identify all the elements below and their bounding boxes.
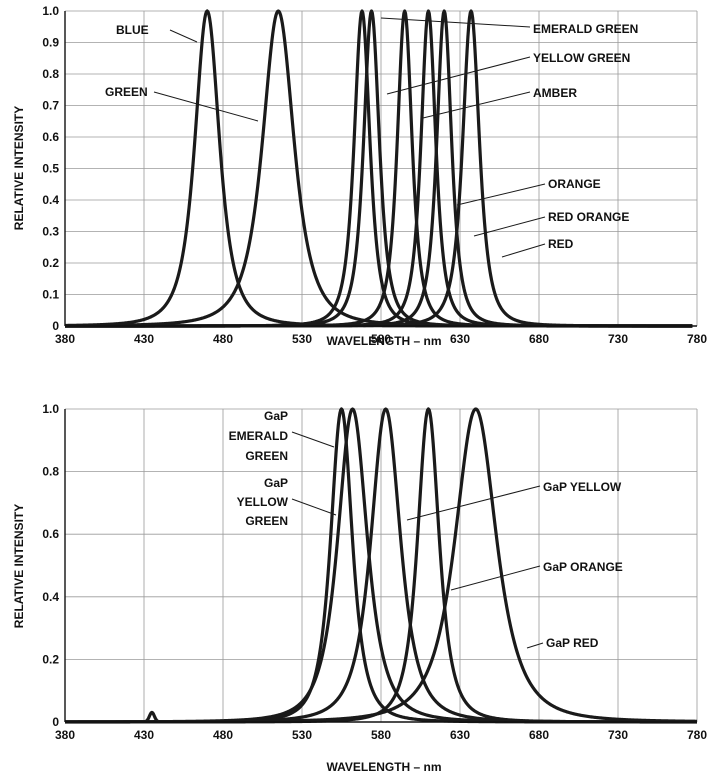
bot-x-tick-730: 730 (608, 728, 628, 742)
leader-gap-orange (450, 565, 541, 591)
top-tick-labels: 380 430 480 530 580 630 680 730 780 0 0.1 0.2 0.3 0.4… (42, 4, 707, 346)
top-x-tick-780: 780 (687, 332, 707, 346)
top-y-tick-0.2: 0.2 (42, 256, 59, 270)
top-x-axis-label: WAVELENGTH – nm (326, 334, 441, 348)
bot-y-tick-0: 0 (52, 715, 59, 729)
top-y-tick-0.7: 0.7 (42, 99, 59, 113)
top-x-tick-430: 430 (134, 332, 154, 346)
label-gap-red: GaP RED (546, 636, 599, 650)
top-y-tick-0.8: 0.8 (42, 67, 59, 81)
leader-green (153, 91, 259, 122)
bot-y-tick-0.4: 0.4 (42, 590, 59, 604)
label-gap-emerald-line3: GREEN (245, 449, 288, 463)
bottom-x-axis-label: WAVELENGTH – nm (326, 760, 441, 774)
leader-gap-red (526, 642, 544, 649)
leader-red (501, 243, 546, 258)
label-amber: AMBER (533, 86, 577, 100)
top-x-tick-580: 580 (371, 332, 391, 346)
bottom-tick-labels: 380 430 480 530 580 630 680 730 780 0 0.2 0.4 0.6 0.8… (42, 402, 707, 742)
label-red-orange: RED ORANGE (548, 210, 629, 224)
label-yellow-green: YELLOW GREEN (533, 51, 630, 65)
leader-orange (456, 183, 546, 206)
label-gap-emerald-line2: EMERALD (229, 429, 289, 443)
label-emerald-green: EMERALD GREEN (533, 22, 638, 36)
top-spectrum-chart: 380 430 480 530 580 630 680 730 780 0 0.1 0.2 0.3 0.4… (12, 4, 707, 348)
leader-blue (169, 29, 198, 43)
top-y-tick-0.5: 0.5 (42, 162, 59, 176)
top-y-tick-0.9: 0.9 (42, 36, 59, 50)
bot-y-tick-0.2: 0.2 (42, 652, 59, 666)
top-y-axis-label: RELATIVE INTENSITY (12, 106, 26, 230)
leader-emerald-green (380, 17, 531, 28)
leader-gap-yg (291, 498, 337, 516)
top-x-tick-380: 380 (55, 332, 75, 346)
bot-x-tick-480: 480 (213, 728, 233, 742)
bot-x-tick-780: 780 (687, 728, 707, 742)
label-gap-yg-line1: GaP (264, 476, 288, 490)
leader-gap-yellow (406, 485, 541, 521)
bot-x-tick-680: 680 (529, 728, 549, 742)
label-gap-yg-line2: YELLOW (237, 495, 289, 509)
leader-amber (422, 91, 531, 119)
bot-x-tick-580: 580 (371, 728, 391, 742)
bottom-spectrum-chart: 380 430 480 530 580 630 680 730 780 0 0.2 0.4 0.6 0.8… (12, 402, 707, 774)
label-gap-yellow: GaP YELLOW (543, 480, 622, 494)
top-x-tick-730: 730 (608, 332, 628, 346)
label-gap-orange: GaP ORANGE (543, 560, 623, 574)
top-y-tick-0.4: 0.4 (42, 193, 59, 207)
label-red: RED (548, 237, 574, 251)
bot-y-tick-1.0: 1.0 (42, 402, 59, 416)
label-blue: BLUE (116, 23, 149, 37)
bot-x-tick-530: 530 (292, 728, 312, 742)
top-y-tick-0.6: 0.6 (42, 130, 59, 144)
bottom-axes (64, 409, 697, 723)
top-x-tick-480: 480 (213, 332, 233, 346)
leader-yellow-green (386, 56, 531, 95)
label-gap-emerald-line1: GaP (264, 409, 288, 423)
leader-gap-emerald (291, 431, 335, 448)
top-x-tick-630: 630 (450, 332, 470, 346)
bot-x-tick-380: 380 (55, 728, 75, 742)
top-axes (64, 11, 697, 327)
top-x-tick-680: 680 (529, 332, 549, 346)
label-green: GREEN (105, 85, 148, 99)
top-y-tick-0.3: 0.3 (42, 225, 59, 239)
label-gap-yg-line3: GREEN (245, 514, 288, 528)
bot-y-tick-0.8: 0.8 (42, 465, 59, 479)
top-y-tick-1.0: 1.0 (42, 4, 59, 18)
top-x-tick-530: 530 (292, 332, 312, 346)
bottom-y-axis-label: RELATIVE INTENSITY (12, 504, 26, 628)
bottom-grid (65, 408, 698, 722)
top-y-tick-0: 0 (52, 319, 59, 333)
leader-red-orange (473, 216, 546, 237)
bot-x-tick-430: 430 (134, 728, 154, 742)
label-orange: ORANGE (548, 177, 601, 191)
top-y-tick-0.1: 0.1 (42, 288, 59, 302)
bot-x-tick-630: 630 (450, 728, 470, 742)
bot-y-tick-0.6: 0.6 (42, 527, 59, 541)
